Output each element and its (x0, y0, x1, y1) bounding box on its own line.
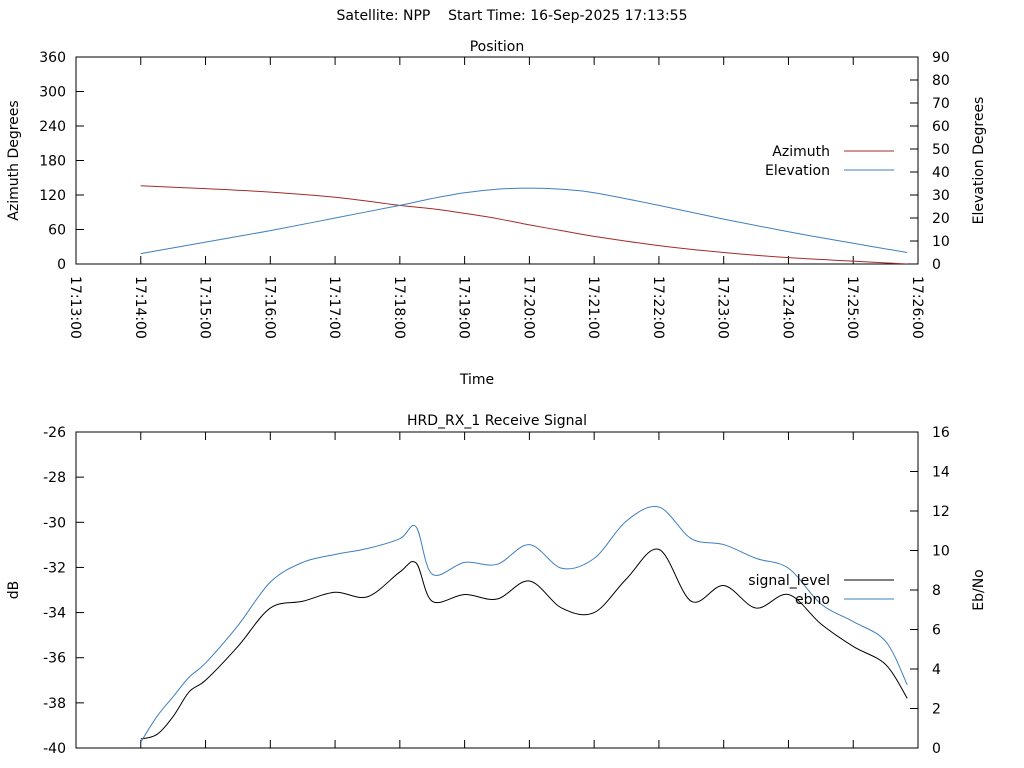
y2-tick-label: 12 (932, 504, 950, 520)
x-tick-label: 17:26:00 (909, 276, 925, 339)
x-tick-label: 17:22:00 (650, 276, 666, 339)
series-line-ebno (140, 505, 908, 743)
legend-label: Azimuth (772, 144, 830, 160)
series-line-azimuth (140, 185, 908, 264)
y-axis-label: dB (6, 581, 22, 600)
y2-tick-label: 14 (932, 465, 950, 481)
plot-frame (75, 56, 919, 265)
y2-tick-label: 30 (932, 188, 950, 204)
y-tick-label: 360 (39, 50, 66, 66)
y-tick-label: -34 (43, 606, 66, 622)
x-tick-label: 17:25:00 (844, 276, 860, 339)
x-tick-label: 17:19:00 (456, 276, 472, 339)
y2-tick-label: 60 (932, 119, 950, 135)
y-tick-label: -26 (43, 425, 66, 441)
receive-signal-chart: HRD_RX_1 Receive Signal -40 -38 -36 -34 -32 -3… (6, 413, 987, 757)
x-tick-label: 17:13:00 (67, 276, 83, 339)
plot-frame (75, 431, 919, 749)
chart-title: Position (470, 39, 525, 55)
figure-title: Satellite: NPP Start Time: 16-Sep-2025 1… (336, 8, 688, 24)
series-line-signal-level (140, 548, 908, 740)
series-group (140, 185, 908, 264)
legend-label: ebno (795, 592, 830, 608)
y2-tick-label: 20 (932, 211, 950, 227)
x-tick-label: 17:17:00 (326, 276, 342, 339)
y-tick-label: 300 (39, 85, 66, 101)
y2-tick-label: 70 (932, 96, 950, 112)
x-tick-label: 17:20:00 (520, 276, 536, 339)
y2-axis-label: Elevation Degrees (971, 97, 987, 225)
x-tick-label: 17:14:00 (132, 276, 148, 339)
y2-tick-label: 50 (932, 142, 950, 158)
y-tick-label: -38 (43, 696, 66, 712)
y-tick-label: 120 (39, 188, 66, 204)
y-tick-label: -30 (43, 515, 66, 531)
legend-label: Elevation (765, 163, 830, 179)
y-tick-label: 0 (57, 257, 66, 273)
y-tick-label: 180 (39, 154, 66, 170)
y2-tick-label: 6 (932, 623, 941, 639)
y2-tick-label: 16 (932, 425, 950, 441)
y-tick-label: 60 (48, 223, 66, 239)
series-line-elevation (140, 187, 908, 255)
x-tick-label: 17:21:00 (585, 276, 601, 339)
x-tick-label: 17:16:00 (261, 276, 277, 339)
y2-tick-label: 0 (932, 741, 941, 757)
y-axis-label: Azimuth Degrees (6, 100, 22, 220)
y2-tick-label: 80 (932, 73, 950, 89)
y2-tick-label: 4 (932, 662, 941, 678)
y-tick-label: -40 (43, 741, 66, 757)
y2-tick-label: 90 (932, 50, 950, 66)
x-tick-label: 17:23:00 (715, 276, 731, 339)
y-tick-label: -32 (43, 560, 66, 576)
legend-label: signal_level (748, 573, 830, 589)
y2-tick-label: 0 (932, 257, 941, 273)
x-tick-label: 17:15:00 (197, 276, 213, 339)
y2-tick-label: 8 (932, 583, 941, 599)
y2-tick-label: 40 (932, 165, 950, 181)
x-tick-label: 17:18:00 (391, 276, 407, 339)
y2-axis-label: Eb/No (971, 569, 987, 611)
x-axis-label: Time (459, 372, 494, 388)
y-tick-label: 240 (39, 119, 66, 135)
chart-title: HRD_RX_1 Receive Signal (407, 413, 587, 429)
y-tick-label: -28 (43, 470, 66, 486)
series-group (140, 505, 908, 743)
x-tick-label: 17:24:00 (779, 276, 795, 339)
position-chart: Position 0 60 120 180 240 300 360 0 10 20 30 40 50 60 7… (6, 39, 987, 388)
y-tick-label: -36 (43, 651, 66, 667)
y2-tick-label: 2 (932, 702, 941, 718)
y2-tick-label: 10 (932, 544, 950, 560)
y2-tick-label: 10 (932, 234, 950, 250)
